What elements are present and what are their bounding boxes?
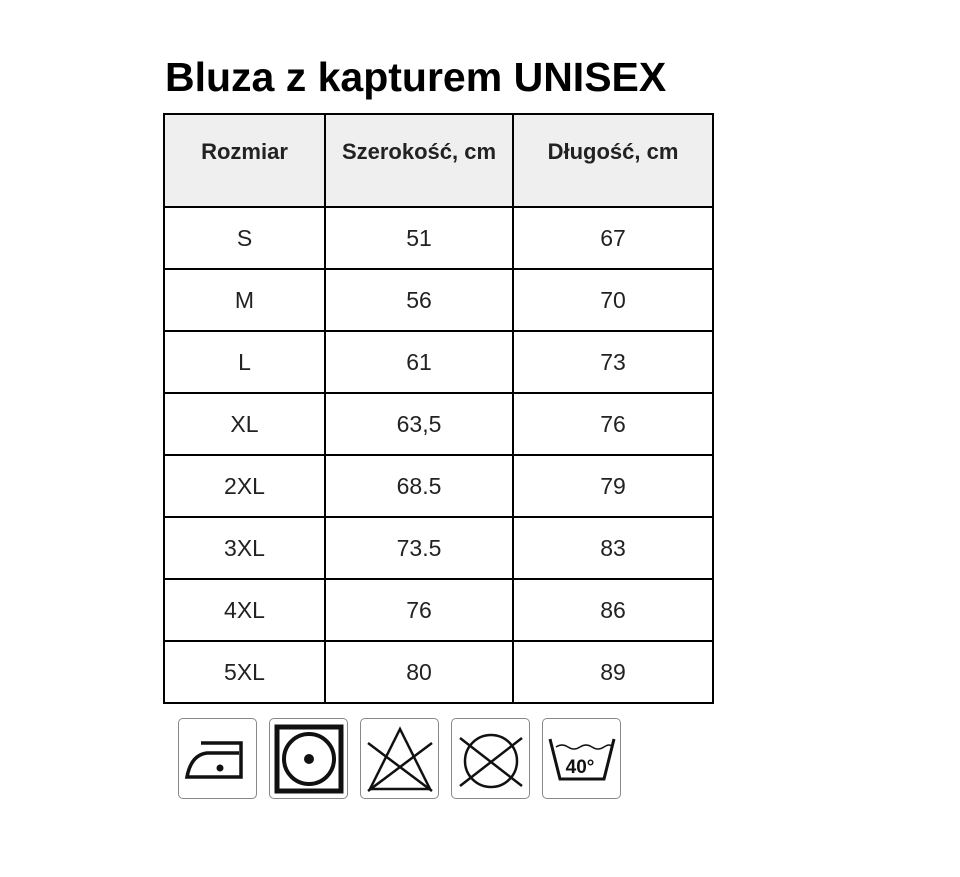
wash-temp: 40° (565, 757, 594, 778)
table-row: 4XL 76 86 (163, 578, 714, 642)
cell-width: 51 (324, 206, 514, 270)
header-width: Szerokość, cm (324, 113, 514, 208)
page-title: Bluza z kapturem UNISEX (165, 54, 667, 100)
cell-width: 80 (324, 640, 514, 704)
cell-width: 68.5 (324, 454, 514, 518)
header-length: Długość, cm (512, 113, 714, 208)
table-row: S 51 67 (163, 206, 714, 270)
cell-length: 67 (512, 206, 714, 270)
cell-size: 5XL (163, 640, 326, 704)
cell-length: 79 (512, 454, 714, 518)
cell-width: 63,5 (324, 392, 514, 456)
table-row: M 56 70 (163, 268, 714, 332)
cell-width: 56 (324, 268, 514, 332)
cell-width: 76 (324, 578, 514, 642)
no-dry-clean-icon (451, 718, 530, 799)
cell-size: L (163, 330, 326, 394)
table-row: L 61 73 (163, 330, 714, 394)
cell-width: 61 (324, 330, 514, 394)
no-bleach-icon (360, 718, 439, 799)
cell-size: 3XL (163, 516, 326, 580)
header-size: Rozmiar (163, 113, 326, 208)
cell-size: 4XL (163, 578, 326, 642)
cell-length: 70 (512, 268, 714, 332)
cell-length: 83 (512, 516, 714, 580)
cell-length: 76 (512, 392, 714, 456)
iron-low-icon (178, 718, 257, 799)
table-row: 5XL 80 89 (163, 640, 714, 704)
cell-size: 2XL (163, 454, 326, 518)
cell-size: M (163, 268, 326, 332)
cell-size: XL (163, 392, 326, 456)
wash-40-icon: 40° (542, 718, 621, 799)
cell-width: 73.5 (324, 516, 514, 580)
cell-size: S (163, 206, 326, 270)
table-row: 2XL 68.5 79 (163, 454, 714, 518)
care-icons: 40° (178, 718, 621, 799)
tumble-dry-icon (269, 718, 348, 799)
cell-length: 73 (512, 330, 714, 394)
cell-length: 86 (512, 578, 714, 642)
size-table: Rozmiar Szerokość, cm Długość, cm S 51 67 M… (163, 113, 714, 704)
table-row: XL 63,5 76 (163, 392, 714, 456)
cell-length: 89 (512, 640, 714, 704)
table-row: 3XL 73.5 83 (163, 516, 714, 580)
